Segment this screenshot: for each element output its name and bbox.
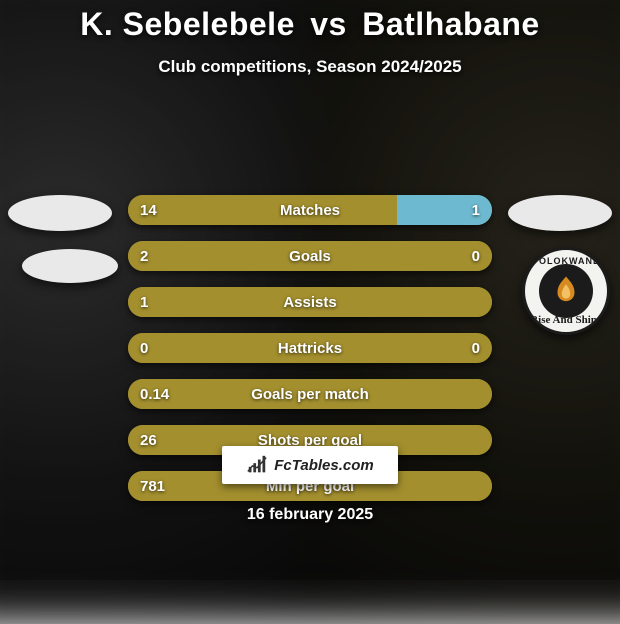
subtitle: Club competitions, Season 2024/2025: [158, 57, 461, 77]
stat-label: Assists: [200, 294, 420, 311]
stat-value-left: 14: [128, 202, 200, 219]
stat-value-left: 2: [128, 248, 200, 265]
stat-label: Goals: [200, 248, 420, 265]
player1-photo-placeholder-2: [22, 249, 118, 283]
badge-bottom-text: Rise And Shine: [525, 314, 607, 326]
player2-name: Batlhabane: [362, 6, 539, 42]
watermark-text: FcTables.com: [274, 457, 373, 474]
stat-bar: 14Matches1: [128, 195, 492, 225]
player1-name: K. Sebelebele: [80, 6, 295, 42]
page-title: K. Sebelebele vs Batlhabane: [80, 6, 539, 43]
stat-value-left: 0: [128, 340, 200, 357]
player1-photo-placeholder-1: [8, 195, 112, 231]
content-root: K. Sebelebele vs Batlhabane Club competi…: [0, 0, 620, 580]
stat-bar: 2Goals0: [128, 241, 492, 271]
player2-club-badge: POLOKWANE CITY Rise And Shine: [522, 247, 610, 335]
player2-photo-placeholder: [508, 195, 612, 231]
stat-label: Hattricks: [200, 340, 420, 357]
stat-value-left: 781: [128, 478, 200, 495]
stat-bar: 0.14Goals per match: [128, 379, 492, 409]
badge-top-text: POLOKWANE CITY: [525, 256, 607, 276]
stat-value-right: 1: [420, 202, 492, 219]
stat-value-right: 0: [420, 248, 492, 265]
vs-label: vs: [310, 6, 347, 42]
date-label: 16 february 2025: [247, 506, 373, 524]
chart-icon: [246, 454, 268, 476]
stat-value-left: 0.14: [128, 386, 200, 403]
stat-bar: 1Assists: [128, 287, 492, 317]
flame-icon: [549, 274, 583, 308]
stat-bar: 0Hattricks0: [128, 333, 492, 363]
stat-value-right: 0: [420, 340, 492, 357]
stat-label: Goals per match: [200, 386, 420, 403]
stat-value-left: 26: [128, 432, 200, 449]
stage: POLOKWANE CITY Rise And Shine 14Matches1…: [0, 77, 620, 580]
watermark: FcTables.com: [222, 446, 398, 484]
stat-value-left: 1: [128, 294, 200, 311]
stat-label: Matches: [200, 202, 420, 219]
